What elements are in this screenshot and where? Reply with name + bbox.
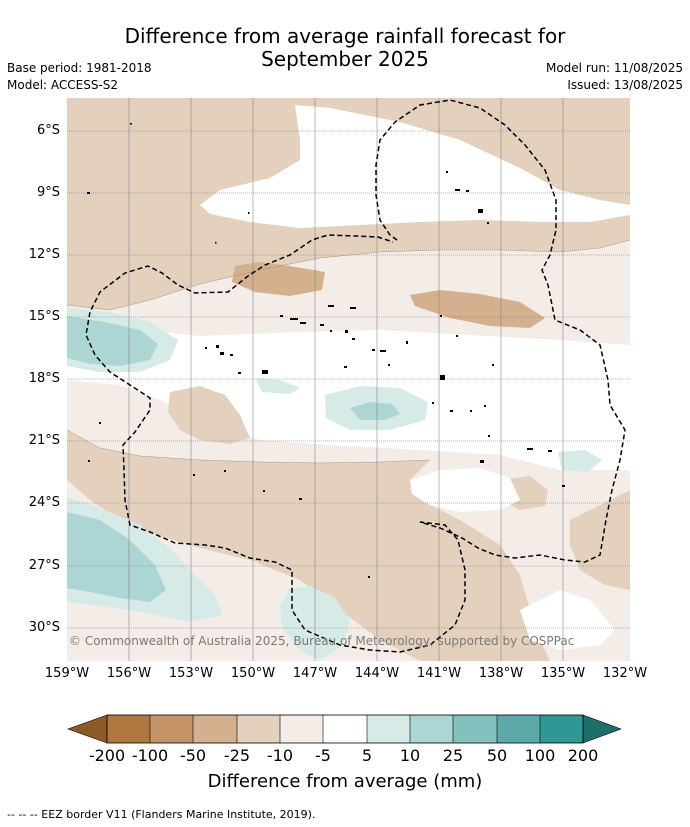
lat-label: 30°S [28,620,60,635]
anomaly-teal [350,402,400,420]
anomaly-white-patch [200,105,630,228]
lon-label: 147°W [292,666,338,681]
anomaly-brown-patch [570,490,630,590]
colorbar-segment [323,715,367,743]
lat-label: 21°S [28,433,60,448]
colorbar [67,714,622,744]
lon-label: 156°W [106,666,152,681]
colorbar-label: 5 [361,746,373,765]
anomaly-light-teal [255,378,300,394]
copyright-notice: © Commonwealth of Australia 2025, Bureau… [69,634,575,648]
colorbar-segment [150,715,193,743]
map-fields [67,98,630,661]
colorbar-segment [237,715,280,743]
colorbar-segment [107,715,150,743]
colorbar-segment [497,715,540,743]
eez-legend: -- -- -- EEZ border V11 (Flanders Marine… [7,808,316,821]
anomaly-brown-lower [67,430,550,661]
colorbar-segment [410,715,453,743]
colorbar-label: 50 [486,746,508,765]
lon-label: 144°W [354,666,400,681]
lon-label: 153°W [168,666,214,681]
colorbar-label: -10 [266,746,294,765]
anomaly-mid-brown [232,262,325,296]
eez-border [85,99,626,653]
lat-label: 12°S [28,247,60,262]
anomaly-white-patch [410,468,520,512]
anomaly-light-teal [558,450,602,472]
colorbar-label: 200 [567,746,599,765]
colorbar-label: -200 [88,746,126,765]
lat-label: 27°S [28,558,60,573]
colorbar-segment [193,715,237,743]
anomaly-mid-brown [410,290,545,328]
anomaly-teal [67,316,158,366]
model-label: Model: ACCESS-S2 [7,78,119,92]
colorbar-label: -25 [223,746,251,765]
colorbar-label: 100 [524,746,556,765]
lon-label: 141°W [416,666,462,681]
colorbar-segment [540,715,583,743]
model-run-label: Model run: 11/08/2025 [545,61,683,75]
colorbar-label: -50 [179,746,207,765]
map-title-line1: Difference from average rainfall forecas… [124,24,566,48]
colorbar-extend-right [582,714,622,744]
colorbar-extend-left [67,714,108,744]
graticule [67,98,630,661]
colorbar-title: Difference from average (mm) [207,771,483,792]
lon-label: 132°W [602,666,648,681]
colorbar-label: 25 [442,746,464,765]
lat-label: 9°S [36,185,60,200]
lat-label: 6°S [36,123,60,138]
map-title-line2: September 2025 [261,47,429,71]
colorbar-label: 10 [399,746,421,765]
anomaly-white-patch [520,590,615,650]
colorbar-label: -100 [131,746,169,765]
lon-label: 150°W [230,666,276,681]
base-period-label: Base period: 1981-2018 [7,61,152,75]
colorbar-segment [280,715,323,743]
anomaly-teal [67,512,166,602]
colorbar-label: -5 [315,746,331,765]
issued-label: Issued: 13/08/2025 [567,78,683,92]
lon-label: 135°W [540,666,586,681]
lat-label: 15°S [28,309,60,324]
lon-label: 159°W [44,666,90,681]
anomaly-brown-patch [168,386,250,444]
islands [87,123,565,578]
lat-label: 18°S [28,371,60,386]
colorbar-segment [453,715,497,743]
lat-label: 24°S [28,495,60,510]
colorbar-segment [367,715,410,743]
lon-label: 138°W [478,666,524,681]
